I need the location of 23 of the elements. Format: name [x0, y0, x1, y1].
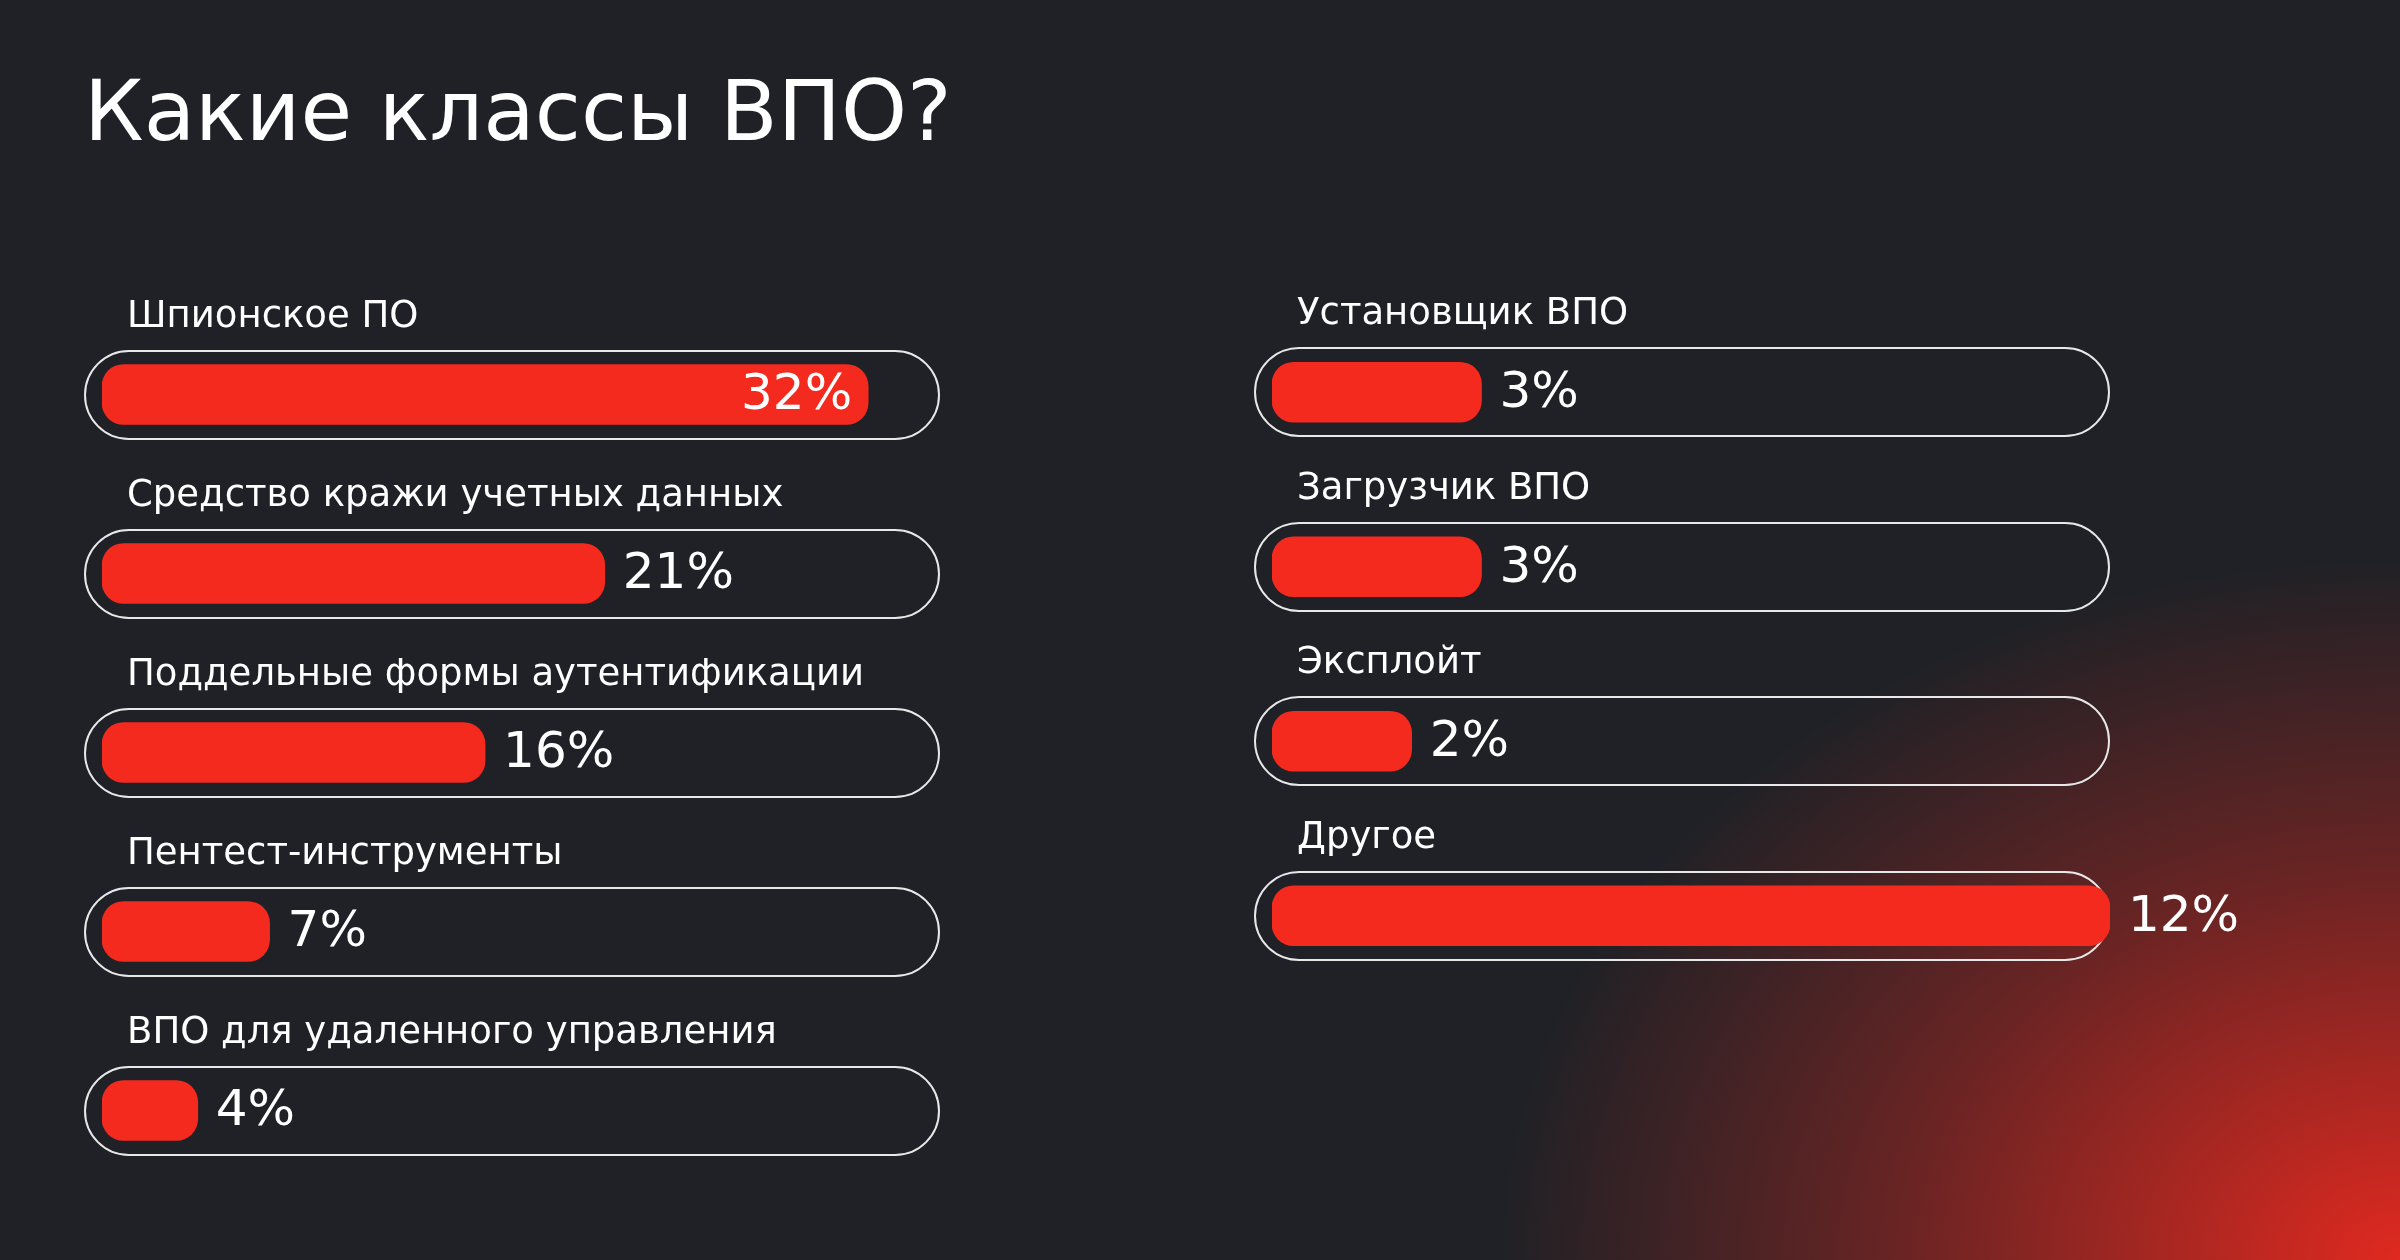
category-label: Шпионское ПО	[127, 292, 419, 336]
bar	[102, 722, 486, 783]
data-label: 16%	[503, 721, 615, 780]
data-label: 21%	[622, 542, 734, 601]
data-label: 3%	[1499, 535, 1579, 594]
category-label: Средство кражи учетных данных	[127, 471, 784, 515]
data-label: 32%	[741, 363, 853, 422]
category-label: ВПО для удаленного управления	[127, 1008, 777, 1052]
data-label: 7%	[287, 900, 367, 959]
category-label: Установщик ВПО	[1297, 290, 1629, 334]
category-label: Поддельные формы аутентификации	[127, 650, 865, 694]
chart-title: Какие классы ВПО?	[84, 62, 952, 160]
bar	[102, 364, 869, 425]
category-label: Эксплойт	[1297, 639, 1482, 683]
category-label: Пентест-инструменты	[127, 829, 563, 873]
category-label: Другое	[1297, 813, 1437, 857]
data-label: 4%	[215, 1079, 296, 1138]
bar	[102, 543, 606, 604]
data-label: 2%	[1429, 710, 1509, 769]
data-label: 12%	[2128, 884, 2240, 943]
bar	[102, 901, 270, 962]
category-label: Загрузчик ВПО	[1297, 464, 1591, 508]
data-label: 3%	[1499, 361, 1579, 420]
